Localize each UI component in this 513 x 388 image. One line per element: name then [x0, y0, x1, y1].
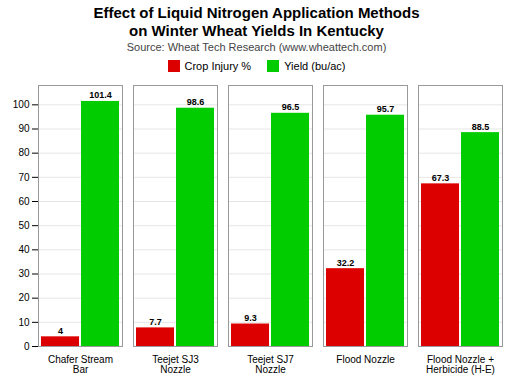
svg-text:98.6: 98.6 — [187, 97, 205, 107]
svg-text:7.7: 7.7 — [149, 317, 162, 327]
svg-text:40: 40 — [18, 244, 30, 255]
svg-text:100: 100 — [13, 99, 30, 110]
svg-text:80: 80 — [18, 147, 30, 158]
svg-text:10: 10 — [18, 317, 30, 328]
svg-text:30: 30 — [18, 268, 30, 279]
svg-text:101.4: 101.4 — [89, 90, 112, 100]
svg-text:60: 60 — [18, 196, 30, 207]
html-text:Effect of Liquid Nitrogen Appl: Effect of Liquid Nitrogen Application Me… — [93, 4, 420, 39]
svg-text:88.5: 88.5 — [472, 122, 490, 132]
svg-text:95.7: 95.7 — [377, 104, 395, 114]
svg-text:4: 4 — [58, 326, 63, 336]
svg-text:70: 70 — [18, 172, 30, 183]
svg-text:Teejet SJ3Nozzle: Teejet SJ3Nozzle — [152, 354, 199, 375]
svg-text:Teejet SJ7Nozzle: Teejet SJ7Nozzle — [247, 354, 294, 375]
html-text:Source: Wheat Tech Research (w: Source: Wheat Tech Research (www.wheatte… — [126, 41, 387, 53]
svg-text:Flood Nozzle: Flood Nozzle — [336, 354, 395, 365]
svg-text:32.2: 32.2 — [337, 258, 355, 268]
svg-text:0: 0 — [24, 341, 30, 352]
svg-text:90: 90 — [18, 123, 30, 134]
svg-text:50: 50 — [18, 220, 30, 231]
svg-text:Flood Nozzle +Herbicide (H-E): Flood Nozzle +Herbicide (H-E) — [426, 354, 495, 375]
html-text:Crop Injury %: Crop Injury % — [184, 60, 252, 72]
svg-text:9.3: 9.3 — [244, 313, 257, 323]
html-text:Yield (bu/ac): Yield (bu/ac) — [284, 60, 346, 72]
svg-text:20: 20 — [18, 292, 30, 303]
svg-text:96.5: 96.5 — [282, 102, 300, 112]
svg-text:Chafer StreamBar: Chafer StreamBar — [48, 354, 113, 375]
svg-text:67.3: 67.3 — [432, 173, 450, 183]
